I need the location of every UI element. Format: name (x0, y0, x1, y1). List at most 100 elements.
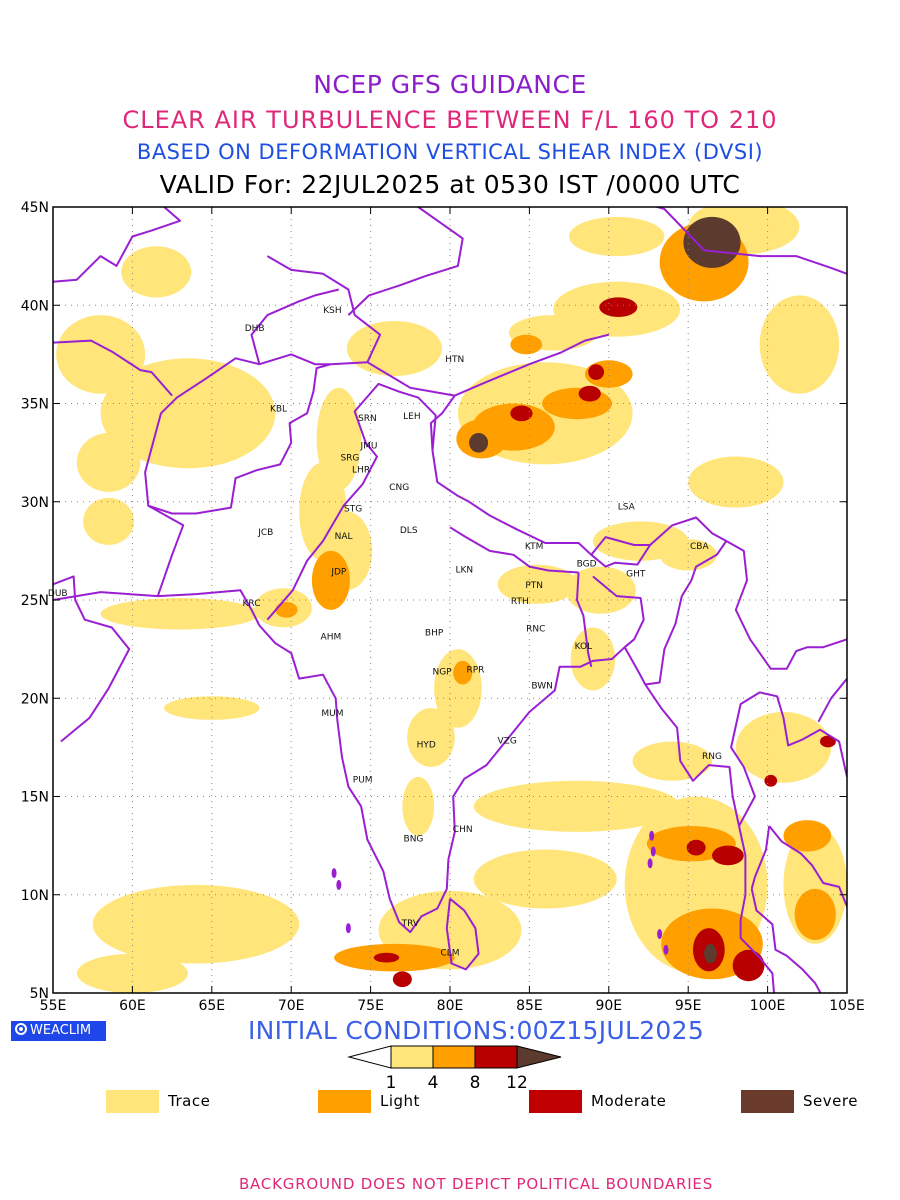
colorbar-low-arrow (347, 1045, 392, 1069)
turbulence-patch (683, 216, 741, 268)
boundary-line (730, 691, 847, 827)
legend-label: Trace (168, 1092, 211, 1110)
turbulence-patch (686, 839, 706, 856)
colorbar-tick-label: 1 (386, 1073, 397, 1093)
turbulence-patch (121, 246, 192, 298)
weaclim-logo: WEACLIM (11, 1021, 106, 1041)
y-tick-label: 20N (21, 691, 49, 707)
turbulence-patch (632, 741, 713, 781)
island-mark (647, 858, 653, 869)
title-line-2: CLEAR AIR TURBULENCE BETWEEN F/L 160 TO … (122, 106, 778, 134)
turbulence-patch (473, 780, 681, 832)
x-tick-label: 80E (437, 998, 464, 1014)
logo-text: WEACLIM (30, 1023, 92, 1038)
boundary-line (592, 575, 645, 648)
station-label: CBA (690, 542, 709, 552)
boundary-line (529, 333, 610, 366)
boundary-line (144, 353, 368, 597)
station-label: LKN (455, 565, 473, 575)
turbulence-patch (712, 845, 744, 866)
station-label: JMU (360, 442, 378, 452)
station-label: RNC (526, 624, 545, 634)
station-label: KOL (575, 642, 593, 652)
station-label: TRV (401, 919, 420, 929)
turbulence-patch (735, 712, 832, 783)
boundary-layer (53, 207, 847, 993)
colorbar-tick-label: 8 (470, 1073, 481, 1093)
turbulence-patch (76, 953, 188, 993)
boundary-line (454, 363, 530, 397)
station-label: KBL (270, 404, 287, 414)
legend-swatch (529, 1090, 582, 1113)
turbulence-patch (402, 776, 435, 836)
legend-label: Light (380, 1092, 420, 1110)
y-tick-label: 40N (21, 298, 49, 314)
island-mark (663, 944, 669, 955)
turbulence-patch (542, 387, 612, 420)
turbulence-patch (794, 888, 836, 940)
logo-icon (15, 1023, 27, 1035)
station-label: NAL (335, 532, 353, 542)
turbulence-patch (83, 497, 134, 545)
turbulence-patch (599, 297, 638, 318)
title-line-3: BASED ON DEFORMATION VERTICAL SHEAR INDE… (136, 140, 764, 164)
boundary-line (53, 339, 173, 397)
x-tick-label: 85E (516, 998, 543, 1014)
boundary-line (53, 207, 181, 283)
station-label: BHP (425, 628, 444, 638)
boundary-line (750, 825, 771, 890)
legend-swatch (318, 1090, 371, 1113)
boundary-line (347, 207, 464, 316)
turbulence-patch (759, 295, 840, 394)
turbulence-patch (346, 320, 443, 376)
island-mark (345, 923, 351, 934)
station-label: JDP (330, 567, 347, 577)
station-label: NGP (432, 668, 452, 678)
footer-disclaimer: BACKGROUND DOES NOT DEPICT POLITICAL BOU… (238, 1175, 714, 1193)
title-line-1: NCEP GFS GUIDANCE (313, 70, 587, 99)
legend-swatch (106, 1090, 159, 1113)
axis-ticks: 55E 60E 65E 70E 75E 80E 85E 90E 95E 100E 105E 5N 10N… (21, 200, 865, 1014)
station-label: MUM (321, 709, 343, 719)
y-tick-label: 25N (21, 593, 49, 609)
turbulence-patch (588, 364, 605, 380)
colorbar-high-arrow (516, 1045, 562, 1069)
turbulence-patch (578, 385, 601, 402)
station-label: AHM (321, 632, 342, 642)
boundary-line (449, 526, 579, 574)
turbulence-patch (732, 949, 765, 982)
turbulence-patch (100, 598, 260, 630)
turbulence-patch (570, 627, 616, 691)
colorbar: 1 4 8 12 (347, 1045, 562, 1093)
turbulence-patch (688, 456, 784, 508)
turbulence-patch (76, 432, 141, 492)
boundary-line (725, 540, 847, 670)
turbulence-patch (510, 405, 533, 422)
station-label: SRN (358, 414, 377, 424)
station-label: SRG (340, 453, 359, 463)
boundary-line (445, 897, 480, 971)
turbulence-patch (275, 601, 298, 618)
boundary-line (250, 288, 340, 365)
station-label: CNG (389, 483, 409, 493)
turbulence-patch (565, 566, 636, 614)
station-label: BWN (531, 681, 553, 691)
y-tick-label: 45N (21, 200, 49, 216)
station-label: LEH (403, 412, 420, 422)
turbulence-patch (820, 735, 836, 748)
legend-label: Severe (803, 1092, 858, 1110)
turbulence-patch (453, 660, 473, 685)
turbulence-patch (164, 696, 260, 720)
island-mark (649, 830, 655, 841)
boundary-line (750, 888, 822, 993)
station-label: RNG (702, 752, 722, 762)
turbulence-patch (392, 971, 412, 988)
turbulence-patch (373, 952, 400, 963)
station-label: DLS (400, 526, 418, 536)
station-label: CLM (440, 949, 459, 959)
boundary-line (653, 207, 847, 275)
boundary-line (768, 825, 847, 907)
x-tick-label: 60E (119, 998, 146, 1014)
turbulence-patch (469, 432, 489, 453)
